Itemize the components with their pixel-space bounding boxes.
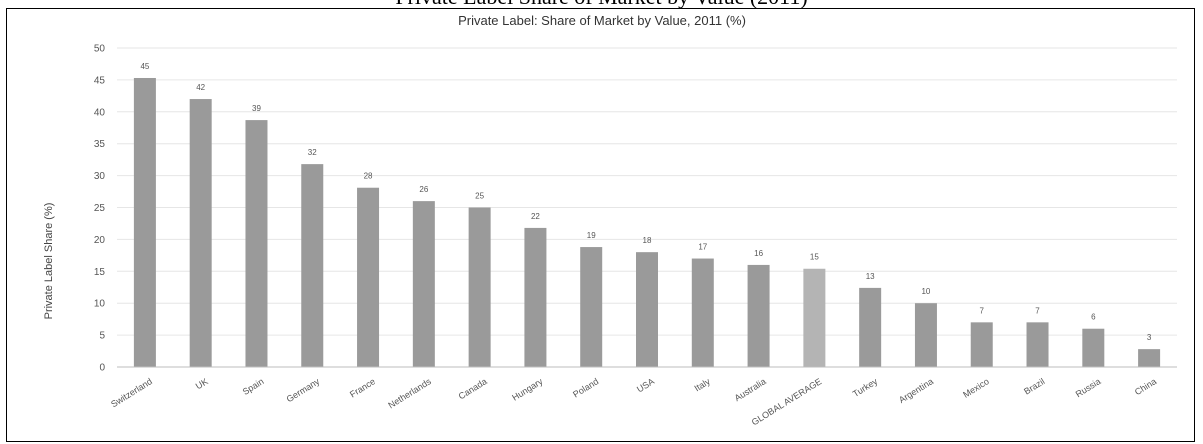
data-label: 19 (587, 231, 596, 240)
bars (133, 77, 1161, 368)
data-label: 22 (531, 212, 540, 221)
bar (691, 258, 714, 367)
x-tick-label: Russia (1074, 376, 1103, 399)
bar (412, 201, 435, 367)
bar (133, 77, 156, 368)
x-tick-label: Argentina (897, 376, 935, 405)
x-tick-label: Switzerland (109, 376, 154, 409)
x-tick-label: Canada (457, 376, 489, 401)
bar (189, 99, 212, 367)
y-tick-label: 30 (94, 171, 106, 182)
y-tick-label: 5 (99, 331, 105, 342)
chart-title: Private Label: Share of Market by Value,… (458, 13, 746, 28)
data-label: 26 (419, 185, 428, 194)
y-tick-label: 45 (94, 75, 106, 86)
y-tick-label: 25 (94, 203, 106, 214)
y-tick-label: 0 (99, 363, 105, 374)
bar (636, 252, 658, 367)
y-tick-label: 40 (94, 107, 106, 118)
bar (301, 164, 324, 367)
chart-frame: Private Label: Share of Market by Value,… (6, 8, 1195, 442)
x-tick-label: UK (194, 376, 210, 391)
data-label: 39 (252, 104, 261, 113)
x-tick-label: Italy (693, 376, 713, 393)
x-tick-label: USA (635, 376, 656, 394)
bar (524, 227, 547, 367)
x-tick-label: Brazil (1022, 376, 1046, 396)
x-axis-labels: Switzerland UK Spain Germany France Netherlan… (109, 376, 1158, 427)
bar-chart: Private Label: Share of Market by Value,… (43, 13, 1177, 427)
x-tick-label: China (1133, 376, 1158, 397)
data-label: 25 (475, 192, 484, 201)
bar (803, 268, 826, 367)
x-tick-label: France (348, 376, 377, 399)
x-tick-label: Germany (285, 376, 322, 404)
bar (914, 303, 937, 367)
y-tick-label: 35 (94, 139, 106, 150)
x-tick-label: Netherlands (386, 376, 433, 410)
bar (1026, 322, 1049, 367)
data-label: 28 (364, 172, 373, 181)
data-label: 42 (196, 83, 205, 92)
data-labels: 45 42 39 32 28 26 25 22 19 18 17 16 15 13 10 7 7 6 3 (140, 62, 1151, 342)
data-label: 7 (1035, 306, 1040, 315)
data-label: 32 (308, 148, 317, 157)
bar (747, 264, 770, 367)
y-tick-label: 10 (94, 299, 106, 310)
bar (1082, 328, 1105, 367)
data-label: 18 (643, 236, 652, 245)
figure-caption: Private Label Share of Market by Value (… (0, 0, 1203, 10)
data-label: 10 (921, 287, 930, 296)
y-tick-label: 20 (94, 235, 106, 246)
x-tick-label: Spain (241, 376, 266, 397)
y-axis-ticks: 0 5 10 15 20 25 30 35 40 45 50 (94, 44, 106, 374)
bar (1138, 349, 1161, 367)
bar (859, 287, 882, 367)
x-tick-label: Hungary (510, 376, 545, 403)
bar (357, 187, 380, 367)
y-tick-label: 15 (94, 267, 106, 278)
gridlines (117, 47, 1177, 336)
y-axis-title: Private Label Share (%) (43, 203, 55, 320)
bar (580, 247, 603, 367)
x-tick-label: Mexico (961, 376, 990, 400)
bar (970, 322, 993, 367)
data-label: 7 (980, 306, 985, 315)
data-label: 13 (866, 272, 875, 281)
bar (468, 207, 491, 367)
x-tick-label: Turkey (851, 376, 880, 399)
data-label: 16 (754, 249, 763, 258)
bar (245, 120, 268, 368)
y-tick-label: 50 (94, 44, 106, 55)
data-label: 17 (698, 243, 707, 252)
x-tick-label: Australia (733, 376, 768, 403)
x-tick-label: Poland (571, 376, 600, 399)
data-label: 15 (810, 253, 819, 262)
data-label: 45 (140, 62, 149, 71)
data-label: 3 (1147, 333, 1152, 342)
data-label: 6 (1091, 313, 1096, 322)
